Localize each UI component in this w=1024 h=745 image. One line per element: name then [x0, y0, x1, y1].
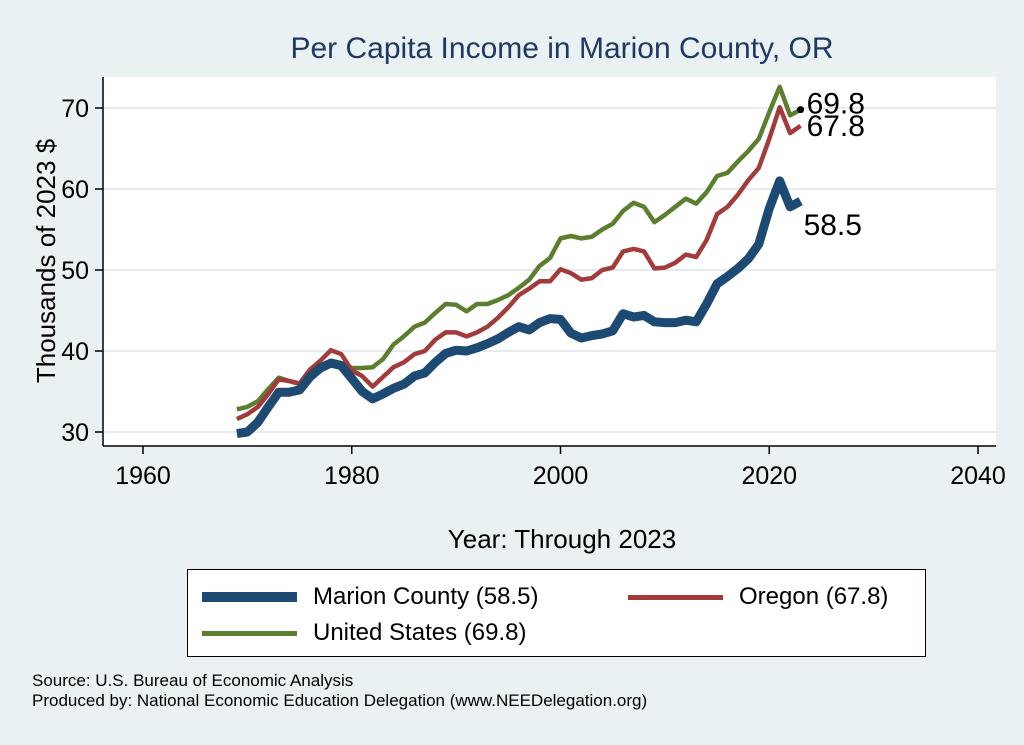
x-tick-label-2020: 2020: [741, 462, 797, 490]
chart-title: Per Capita Income in Marion County, OR: [290, 32, 833, 65]
x-tick-label-1960: 1960: [115, 462, 171, 490]
y-tick-label-50: 50: [61, 257, 89, 285]
x-tick-label-2000: 2000: [533, 462, 589, 490]
x-tick-label-1980: 1980: [324, 462, 380, 490]
y-tick-label-70: 70: [61, 95, 89, 123]
series-line-marion-county: [236, 176, 803, 439]
legend-label-marion-county: Marion County (58.5): [313, 583, 539, 610]
legend-label-united-states: United States (69.8): [313, 619, 527, 646]
end-label-oregon: 67.8: [807, 110, 865, 143]
y-tick-label-30: 30: [61, 419, 89, 447]
legend-swatch-united-states: [202, 630, 297, 636]
legend-item-united-states: United States (69.8): [202, 619, 526, 647]
legend-item-oregon: Oregon (67.8): [628, 583, 888, 611]
end-marker-united-states: [797, 106, 805, 114]
legend-swatch-oregon: [628, 594, 723, 600]
produced-by-note: Produced by: National Economic Education…: [32, 691, 648, 710]
legend-item-marion-county: Marion County (58.5): [202, 583, 538, 611]
plot-area: [103, 77, 996, 446]
legend: Marion County (58.5) Oregon (67.8) Unite…: [187, 569, 926, 657]
y-tick-label-60: 60: [61, 176, 89, 204]
line-chart: Per Capita Income in Marion County, OR 3…: [31, 32, 1006, 554]
legend-swatch-marion-county: [202, 592, 297, 602]
series-layer: [235, 84, 803, 439]
end-labels: 69.867.8 58.5: [797, 88, 865, 242]
footer: Source: U.S. Bureau of Economic Analysis…: [32, 671, 647, 711]
source-note: Source: U.S. Bureau of Economic Analysis: [32, 671, 354, 690]
y-tick-label-40: 40: [61, 338, 89, 366]
legend-label-oregon: Oregon (67.8): [739, 583, 889, 610]
axes: 30 40 50 60 70 1960 1980 2000 2020 2040: [61, 77, 1006, 490]
x-axis-title: Year: Through 2023: [448, 524, 676, 554]
series-line-oregon: [235, 104, 802, 422]
end-label-marion-county: 58.5: [804, 209, 862, 242]
x-tick-label-2040: 2040: [950, 462, 1006, 490]
y-axis-title: Thousands of 2023 $: [31, 138, 61, 383]
end-label-united-states: 69.8: [807, 88, 865, 121]
